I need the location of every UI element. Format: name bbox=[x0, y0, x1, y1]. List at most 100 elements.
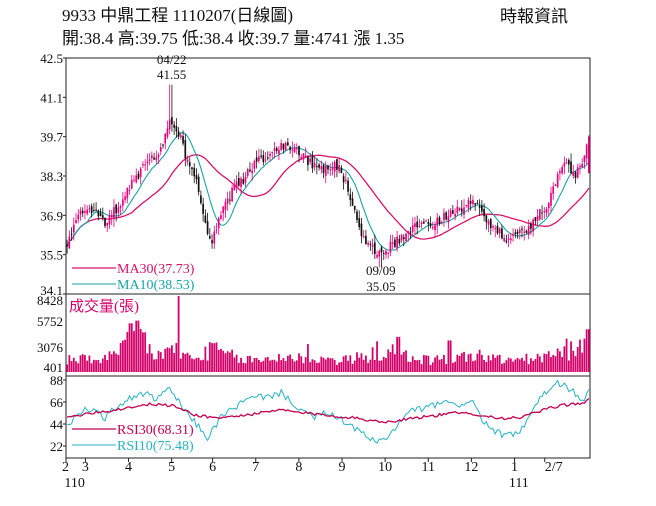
volume-bar bbox=[148, 344, 151, 372]
volume-bar bbox=[507, 357, 510, 372]
candle-body bbox=[458, 207, 461, 210]
candle-body bbox=[527, 226, 530, 235]
volume-bar bbox=[280, 360, 283, 372]
candle-body bbox=[266, 157, 269, 159]
candle-body bbox=[423, 221, 425, 224]
volume-bar bbox=[587, 329, 590, 372]
candle-body bbox=[278, 149, 280, 155]
volume-bar bbox=[474, 360, 477, 372]
candle-body bbox=[175, 126, 178, 132]
candle-body bbox=[572, 172, 575, 177]
candle-body bbox=[556, 174, 559, 188]
volume-bar bbox=[72, 357, 75, 372]
candle-body bbox=[95, 209, 97, 211]
volume-bar bbox=[394, 354, 396, 372]
volume-bar bbox=[242, 362, 245, 372]
volume-bar bbox=[476, 353, 479, 372]
candle-body bbox=[97, 210, 100, 217]
volume-bar bbox=[496, 355, 499, 372]
candle-body bbox=[157, 154, 160, 158]
candle-body bbox=[293, 147, 296, 153]
candle-body bbox=[311, 155, 314, 169]
candle-body bbox=[576, 167, 579, 178]
volume-bar bbox=[177, 296, 180, 372]
candle-body bbox=[389, 241, 392, 253]
volume-bar bbox=[467, 354, 470, 372]
volume-bar bbox=[414, 360, 416, 372]
candle-body bbox=[447, 216, 450, 222]
candle-body bbox=[88, 208, 91, 210]
volume-bar bbox=[121, 340, 124, 372]
volume-bar bbox=[168, 348, 171, 372]
volume-bar bbox=[70, 361, 73, 372]
volume-bar bbox=[197, 357, 200, 372]
candle-body bbox=[93, 209, 95, 211]
candle-body bbox=[333, 161, 336, 172]
volume-bar bbox=[492, 354, 494, 372]
trough-date-label: 09/09 bbox=[366, 263, 396, 278]
volume-bar bbox=[110, 354, 113, 372]
volume-bar bbox=[146, 353, 149, 372]
candle-body bbox=[171, 117, 173, 125]
volume-bar bbox=[81, 354, 84, 372]
candle-body bbox=[530, 223, 532, 229]
volume-bar bbox=[282, 358, 285, 372]
volume-bar bbox=[402, 351, 405, 372]
volume-bar bbox=[550, 357, 552, 372]
candle-body bbox=[142, 164, 144, 166]
volume-bar bbox=[521, 357, 523, 372]
volume-bar bbox=[416, 360, 419, 372]
candle-body bbox=[469, 201, 472, 204]
candle-body bbox=[574, 171, 577, 178]
candle-body bbox=[289, 146, 291, 150]
candle-body bbox=[177, 131, 180, 137]
candle-body bbox=[536, 216, 539, 221]
volume-bar bbox=[108, 351, 111, 372]
candle-body bbox=[122, 199, 124, 206]
candle-body bbox=[126, 187, 129, 199]
volume-bar bbox=[222, 350, 225, 372]
candle-body bbox=[84, 211, 86, 213]
candle-body bbox=[409, 231, 412, 233]
candle-body bbox=[411, 225, 414, 232]
volume-bar bbox=[420, 364, 423, 372]
candle-body bbox=[489, 219, 492, 229]
candle-body bbox=[106, 222, 109, 226]
candle-body bbox=[242, 179, 245, 184]
volume-bar bbox=[451, 362, 454, 372]
volume-bar bbox=[429, 365, 432, 372]
volume-bar bbox=[422, 355, 425, 372]
candle-body bbox=[463, 207, 465, 215]
volume-bar bbox=[213, 343, 216, 372]
volume-bar bbox=[302, 363, 305, 372]
volume-bar bbox=[142, 332, 144, 372]
volume-bar bbox=[356, 352, 358, 372]
x-tick-label: 7 bbox=[252, 460, 259, 475]
candle-body bbox=[327, 165, 329, 170]
candle-body bbox=[360, 223, 363, 237]
candle-body bbox=[146, 161, 149, 163]
candle-body bbox=[396, 236, 398, 249]
rsi-tick-label: 22 bbox=[50, 439, 63, 454]
price-tick-label: 39.7 bbox=[40, 130, 63, 145]
candle-body bbox=[318, 164, 320, 168]
x-tick-label: 9 bbox=[339, 460, 346, 475]
volume-bar bbox=[217, 349, 220, 372]
candle-body bbox=[414, 223, 416, 227]
candle-body bbox=[338, 165, 340, 172]
candle-body bbox=[436, 217, 439, 226]
candle-body bbox=[505, 240, 508, 243]
volume-bar bbox=[358, 357, 361, 372]
candle-body bbox=[329, 169, 332, 171]
volume-bar bbox=[244, 363, 247, 372]
price-tick-label: 42.5 bbox=[40, 51, 63, 66]
price-tick-label: 36.9 bbox=[40, 208, 63, 223]
volume-bar bbox=[543, 353, 546, 372]
grid-lines bbox=[63, 57, 546, 462]
candle-body bbox=[251, 170, 254, 174]
candle-body bbox=[514, 232, 517, 234]
volume-bar bbox=[133, 331, 135, 372]
candle-body bbox=[394, 239, 396, 247]
volume-bar bbox=[228, 352, 231, 372]
volume-bar bbox=[106, 359, 109, 372]
